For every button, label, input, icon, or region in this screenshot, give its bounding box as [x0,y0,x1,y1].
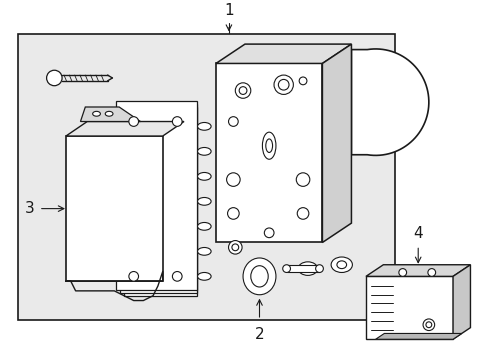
Ellipse shape [315,265,323,273]
Bar [120,104,196,293]
Polygon shape [216,44,351,63]
Ellipse shape [298,262,317,275]
Circle shape [273,75,293,94]
Ellipse shape [243,258,275,295]
Text: 1: 1 [224,3,233,18]
Ellipse shape [330,257,352,273]
Bar [18,35,394,320]
Circle shape [228,240,242,254]
Circle shape [422,319,434,330]
Circle shape [231,244,238,251]
Bar [116,101,196,290]
Bar [124,107,196,296]
Bar [216,63,322,243]
Circle shape [425,322,431,328]
Text: 2: 2 [254,327,264,342]
Polygon shape [365,265,469,276]
Polygon shape [322,44,351,243]
Ellipse shape [197,148,211,155]
Circle shape [129,271,138,281]
Bar [66,136,163,281]
Ellipse shape [262,132,275,159]
Ellipse shape [197,222,211,230]
Circle shape [228,117,238,126]
Circle shape [235,83,250,98]
Ellipse shape [336,261,346,269]
Polygon shape [81,107,140,122]
Polygon shape [351,49,428,156]
Circle shape [46,70,62,86]
Ellipse shape [197,172,211,180]
Circle shape [299,77,306,85]
Polygon shape [452,265,469,339]
Circle shape [264,228,273,238]
Ellipse shape [197,273,211,280]
Polygon shape [375,333,461,339]
Circle shape [427,269,435,276]
Polygon shape [66,122,183,136]
Circle shape [239,87,246,94]
Ellipse shape [197,198,211,205]
Circle shape [129,117,138,126]
Ellipse shape [265,139,272,153]
Ellipse shape [197,247,211,255]
Polygon shape [286,265,319,273]
Circle shape [227,208,239,219]
Circle shape [226,173,240,186]
Circle shape [172,117,182,126]
Circle shape [398,269,406,276]
Circle shape [297,208,308,219]
Ellipse shape [92,111,100,116]
Circle shape [278,80,288,90]
Ellipse shape [282,265,290,273]
Bar [365,276,452,339]
Ellipse shape [250,266,267,287]
Text: 3: 3 [25,201,35,216]
Ellipse shape [197,122,211,130]
Circle shape [172,271,182,281]
Ellipse shape [105,111,113,116]
Circle shape [296,173,309,186]
Text: 4: 4 [412,226,422,240]
